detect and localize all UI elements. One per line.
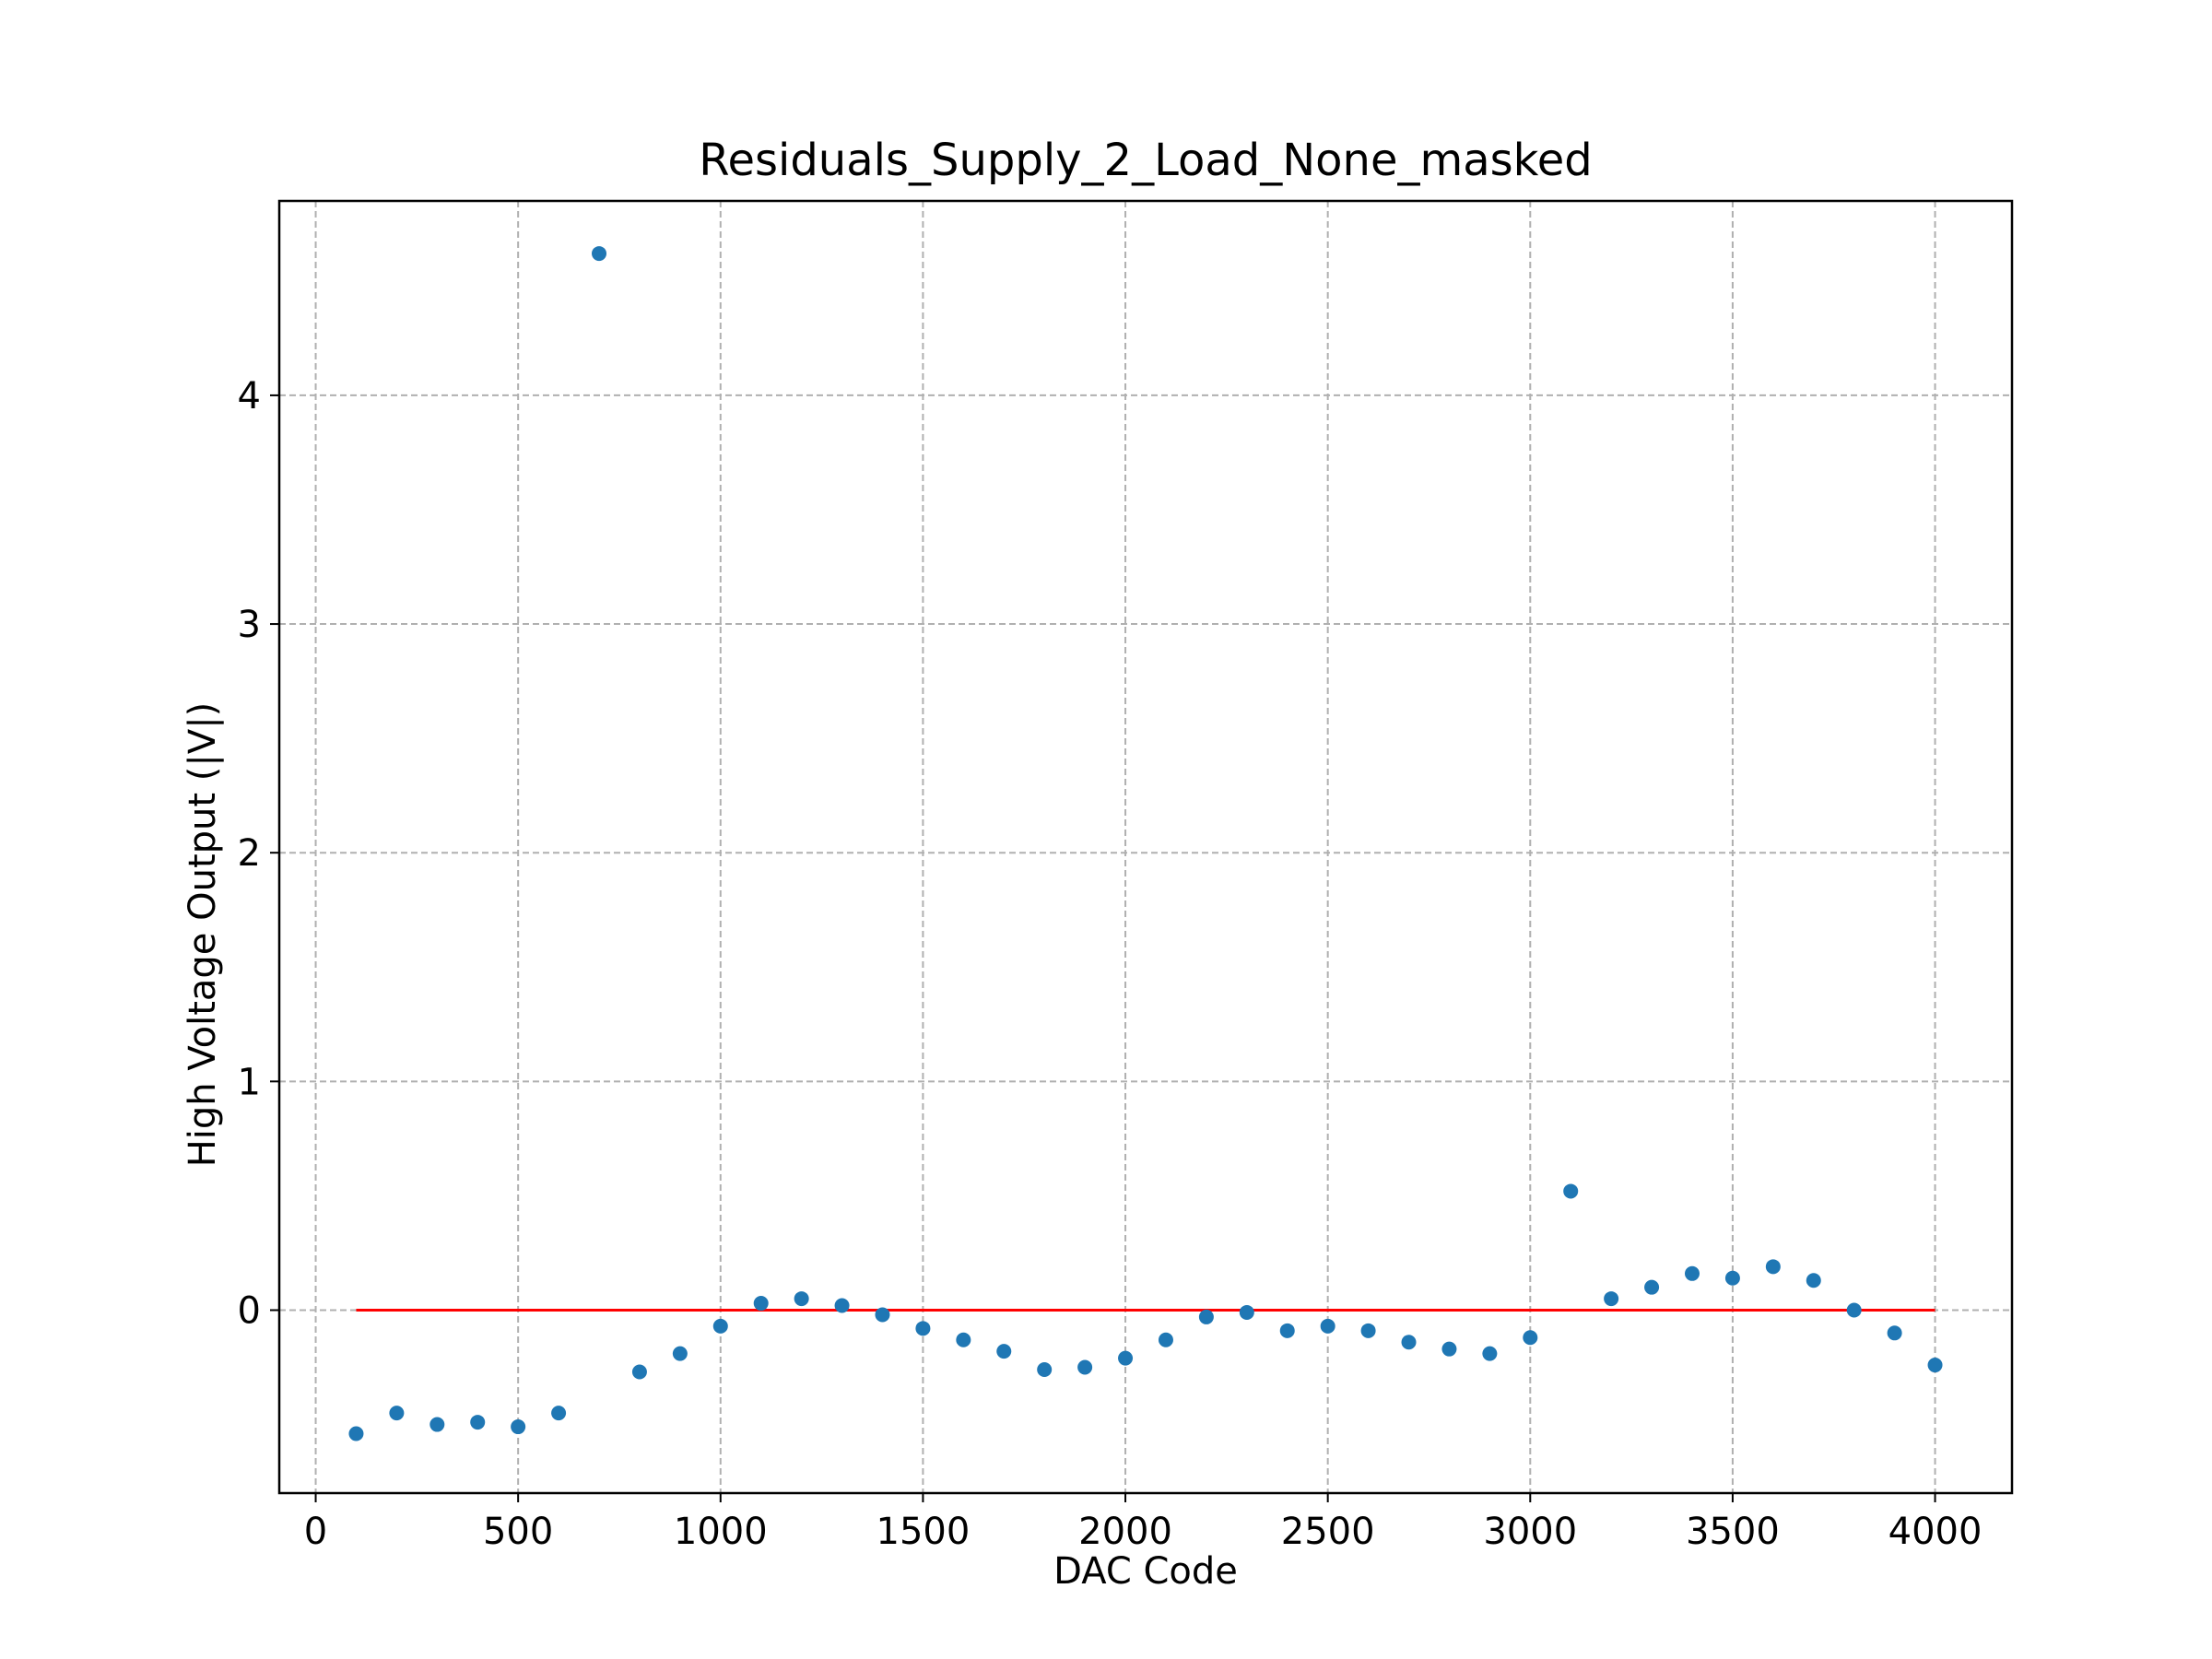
data-points bbox=[348, 246, 1943, 1441]
data-point bbox=[1927, 1358, 1943, 1373]
x-tick-label: 3000 bbox=[1483, 1511, 1577, 1553]
data-point bbox=[712, 1318, 728, 1334]
data-point bbox=[956, 1332, 971, 1347]
data-point bbox=[1320, 1318, 1335, 1334]
data-point bbox=[511, 1419, 526, 1435]
data-point bbox=[875, 1307, 890, 1323]
x-tick-label: 2500 bbox=[1281, 1511, 1375, 1553]
data-point bbox=[1604, 1291, 1619, 1307]
x-tick-label: 3500 bbox=[1686, 1511, 1780, 1553]
data-point bbox=[672, 1346, 688, 1361]
data-point bbox=[551, 1406, 567, 1421]
chart-title: Residuals_Supply_2_Load_None_masked bbox=[699, 135, 1592, 186]
data-point bbox=[1765, 1259, 1781, 1275]
plot-frame bbox=[277, 199, 2014, 1495]
data-point bbox=[348, 1426, 364, 1441]
data-point bbox=[631, 1364, 647, 1380]
data-point bbox=[1644, 1279, 1660, 1295]
x-tick-label: 1000 bbox=[674, 1511, 768, 1553]
data-point bbox=[1724, 1270, 1740, 1286]
data-point bbox=[753, 1296, 769, 1312]
y-axis-label: High Voltage Output (|V|) bbox=[182, 702, 224, 1168]
data-point bbox=[1846, 1302, 1862, 1318]
data-point bbox=[1158, 1332, 1173, 1347]
data-point bbox=[389, 1406, 405, 1421]
data-point bbox=[1279, 1323, 1295, 1338]
data-point bbox=[1037, 1362, 1053, 1378]
data-point bbox=[1441, 1341, 1457, 1357]
data-point bbox=[429, 1417, 445, 1432]
data-point bbox=[470, 1415, 486, 1430]
data-point bbox=[1563, 1183, 1579, 1199]
x-tick-label: 500 bbox=[483, 1511, 553, 1553]
data-point bbox=[915, 1321, 931, 1336]
data-point bbox=[592, 246, 607, 262]
y-tick-label: 4 bbox=[238, 375, 261, 418]
data-point bbox=[1401, 1335, 1417, 1350]
x-axis-label: DAC Code bbox=[1053, 1550, 1238, 1593]
y-tick-label: 0 bbox=[238, 1289, 261, 1332]
data-point bbox=[834, 1298, 850, 1313]
x-tick-label: 1500 bbox=[877, 1511, 971, 1553]
x-axis-ticks: 0 500 1000 1500 2000 2500 3000 3500 4000 bbox=[304, 1493, 1983, 1553]
data-point bbox=[1118, 1350, 1134, 1366]
data-point bbox=[1482, 1346, 1498, 1361]
x-tick-label: 2000 bbox=[1078, 1511, 1172, 1553]
y-tick-label: 1 bbox=[238, 1061, 261, 1103]
data-point bbox=[1198, 1309, 1214, 1324]
y-tick-label: 3 bbox=[238, 604, 261, 646]
data-point bbox=[1806, 1273, 1821, 1288]
y-tick-label: 2 bbox=[238, 832, 261, 875]
data-point bbox=[1684, 1265, 1700, 1281]
x-tick-label: 0 bbox=[304, 1511, 327, 1553]
data-point bbox=[1239, 1304, 1254, 1320]
data-point bbox=[1523, 1330, 1538, 1346]
data-point bbox=[1077, 1359, 1093, 1375]
data-point bbox=[1360, 1323, 1376, 1338]
data-point bbox=[996, 1344, 1012, 1359]
y-axis-ticks: 0 1 2 3 4 bbox=[238, 375, 279, 1332]
data-point bbox=[794, 1291, 809, 1307]
data-point bbox=[1887, 1325, 1902, 1341]
x-tick-label: 4000 bbox=[1888, 1511, 1983, 1553]
